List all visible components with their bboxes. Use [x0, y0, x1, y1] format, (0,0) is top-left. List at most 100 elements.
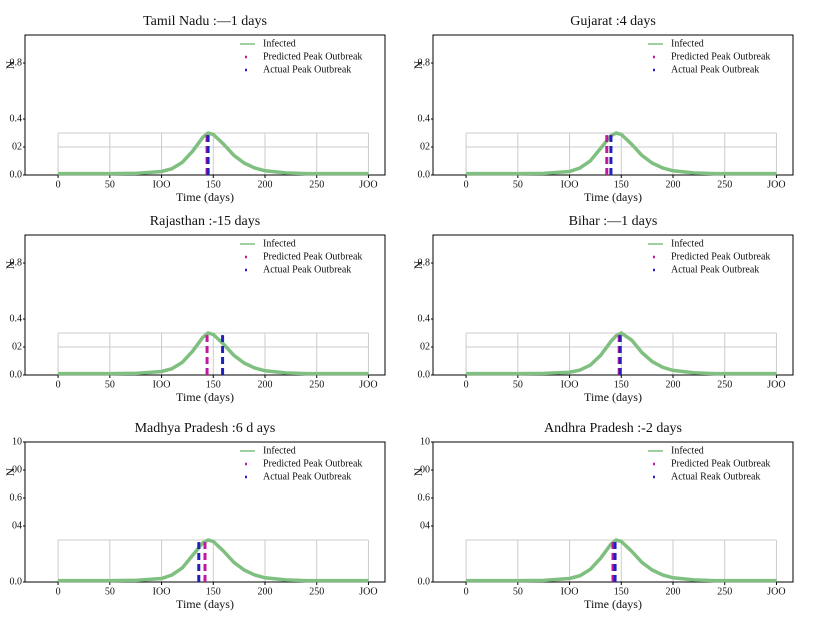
x-tick-label: 250 [717, 586, 732, 597]
x-axis-label: Time (days) [176, 597, 234, 611]
x-tick-label: 200 [666, 586, 681, 597]
x-tick-label: 50 [105, 379, 115, 390]
infected-line [58, 131, 369, 176]
x-tick-label: 0 [56, 379, 61, 390]
y-tick-label: 0.0 [418, 369, 431, 380]
x-axis-label: Time (days) [584, 190, 642, 204]
x-tick-label: IOO [153, 586, 171, 597]
y-tick-label: 0.4 [10, 113, 23, 124]
y-tick-label: 0.0 [10, 369, 23, 380]
y-tick-label: 10 [12, 436, 22, 447]
y-tick-label: 0.4 [418, 113, 431, 124]
x-axis-label: Time (days) [584, 597, 642, 611]
legend-label: Predicted Peak Outbreak [671, 458, 770, 469]
y-tick-label: 10 [420, 436, 430, 447]
chart-title: Rajasthan :-15 days [150, 214, 260, 229]
x-tick-label: 50 [105, 179, 115, 190]
x-tick-label: 0 [464, 379, 469, 390]
y-axis-label: N [411, 60, 425, 69]
x-tick-label: 0 [56, 586, 61, 597]
x-axis-label: Time (days) [176, 190, 234, 204]
y-tick-label: 00 [12, 464, 22, 475]
x-tick-label: 150 [614, 586, 629, 597]
legend-label: Predicted Peak Outbreak [263, 251, 362, 262]
x-tick-label: 0 [464, 586, 469, 597]
legend-label: Actual Peak Outbreak [671, 64, 759, 75]
x-tick-label: 250 [717, 179, 732, 190]
x-tick-label: IOO [561, 179, 579, 190]
y-tick-label: 0.8 [10, 57, 23, 68]
x-tick-label: JOO [767, 379, 785, 390]
legend-label: Predicted Peak Outbreak [671, 51, 770, 62]
x-tick-label: 50 [105, 586, 115, 597]
chart-title: Tamil Nadu :—1 days [143, 14, 267, 29]
legend-label: Infected [671, 38, 704, 49]
x-tick-label: 250 [309, 379, 324, 390]
y-axis-label: N [3, 60, 17, 69]
y-tick-label: 00 [420, 464, 430, 475]
legend-label: Infected [263, 238, 296, 249]
x-tick-label: 50 [513, 586, 523, 597]
x-tick-label: 150 [614, 379, 629, 390]
chart-title: Madhya Pradesh :6 d ays [135, 421, 276, 436]
y-tick-label: 0.6 [418, 492, 431, 503]
y-tick-label: 0.8 [418, 57, 431, 68]
legend-label: Infected [263, 38, 296, 49]
x-axis-label: Time (days) [584, 390, 642, 404]
y-tick-label: 0.0 [418, 169, 431, 180]
infected-line [58, 331, 369, 376]
panel: Andhra Pradesh :-2 days Time (days) N 0 50 IO… [411, 421, 794, 611]
legend-label: Actual Peak Outbreak [263, 64, 351, 75]
x-tick-label: IOO [153, 379, 171, 390]
infected-line [466, 330, 777, 376]
y-tick-label: 0.0 [10, 576, 23, 587]
axes-frame [432, 34, 794, 176]
x-tick-label: 150 [206, 586, 221, 597]
panel: Rajasthan :-15 days Time (days) N 0 50 IOO 150… [3, 214, 386, 404]
x-tick-label: 250 [309, 586, 324, 597]
panel: Gujarat :4 days Time (days) N 0 50 IOO 150 200 2… [411, 14, 794, 204]
legend-label: Actual Peak Outbreak [671, 264, 759, 275]
x-tick-label: JOO [767, 179, 785, 190]
y-axis-label: N [411, 260, 425, 269]
x-tick-label: 150 [614, 179, 629, 190]
y-tick-label: 0.8 [10, 257, 23, 268]
legend-label: Infected [671, 445, 704, 456]
y-tick-label: 0.0 [10, 169, 23, 180]
x-tick-label: 200 [258, 179, 273, 190]
y-tick-label: 0.4 [10, 313, 23, 324]
panel: Bihar :—1 days Time (days) N 0 50 IOO 150 200 25… [411, 214, 794, 404]
x-tick-label: 200 [666, 179, 681, 190]
y-axis-label: N [3, 260, 17, 269]
y-tick-label: 04 [12, 520, 22, 531]
x-tick-label: 50 [513, 379, 523, 390]
x-tick-label: 250 [717, 379, 732, 390]
x-tick-label: JOO [767, 586, 785, 597]
x-tick-label: 150 [206, 179, 221, 190]
y-tick-label: 02 [420, 341, 430, 352]
legend-label: Predicted Peak Outbreak [263, 51, 362, 62]
y-axis-label: N [3, 467, 17, 476]
axes-frame [24, 234, 386, 376]
chart-title: Bihar :—1 days [569, 214, 658, 229]
legend-label: Infected [671, 238, 704, 249]
legend-label: Infected [263, 445, 296, 456]
x-tick-label: IOO [561, 379, 579, 390]
x-tick-label: 200 [666, 379, 681, 390]
x-tick-label: JOO [359, 179, 377, 190]
y-tick-label: 02 [12, 141, 22, 152]
x-tick-label: 150 [206, 379, 221, 390]
y-tick-label: 0.6 [10, 492, 23, 503]
legend-label: Predicted Peak Outbreak [263, 458, 362, 469]
x-tick-label: JOO [359, 379, 377, 390]
legend-label: Predicted Peak Outbreak [671, 251, 770, 262]
x-tick-label: IOO [153, 179, 171, 190]
x-tick-label: JOO [359, 586, 377, 597]
y-tick-label: 0.0 [418, 576, 431, 587]
panel: Tamil Nadu :—1 days Time (days) N 0 50 IOO 150… [3, 14, 386, 204]
y-tick-label: 0.4 [418, 313, 431, 324]
y-axis-label: N [411, 467, 425, 476]
x-tick-label: 200 [258, 586, 273, 597]
legend-label: Actual Peak Outbreak [263, 471, 351, 482]
y-tick-label: 02 [420, 141, 430, 152]
